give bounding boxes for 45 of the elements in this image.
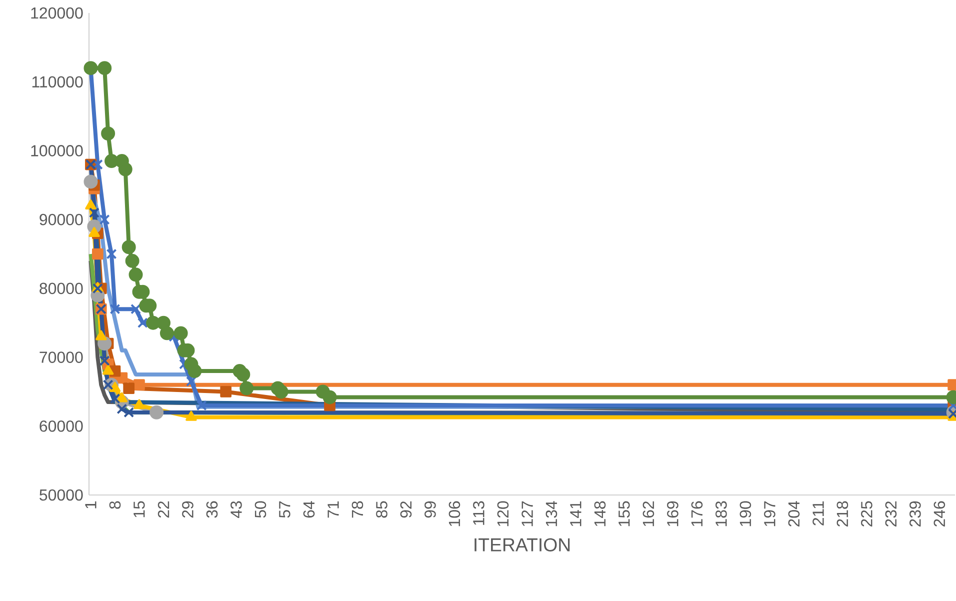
x-tick-label: 225 — [861, 501, 872, 526]
x-tick-label: 57 — [279, 501, 290, 518]
y-tick-label: 120000 — [31, 7, 83, 19]
x-tick-label: 120 — [497, 501, 509, 526]
x-tick-label: 218 — [836, 501, 848, 526]
x-tick-label: 36 — [206, 501, 218, 518]
y-tick-label: 70000 — [40, 352, 83, 363]
x-tick-label: 71 — [328, 501, 339, 518]
x-tick-label: 22 — [158, 501, 170, 518]
x-tick-label: 204 — [788, 501, 800, 526]
x-tick-label: 78 — [352, 501, 364, 518]
x-tick-label: 183 — [716, 501, 727, 526]
x-tick-label: 162 — [642, 501, 654, 526]
x-tick-label: 1 — [85, 501, 96, 508]
x-tick-label: 85 — [376, 501, 388, 518]
x-tick-label: 148 — [594, 501, 606, 526]
x-tick-label: 29 — [182, 501, 194, 518]
x-tick-label: 246 — [934, 501, 946, 526]
x-tick-label: 197 — [764, 501, 776, 526]
y-tick-label: 60000 — [40, 420, 83, 432]
x-tick-label: 43 — [230, 501, 242, 518]
y-tick-label: 90000 — [40, 214, 83, 226]
x-tick-label: 113 — [473, 501, 484, 525]
x-tick-label: 64 — [303, 501, 315, 518]
y-tick-label: 50000 — [40, 489, 83, 501]
y-tick-label: 80000 — [40, 282, 83, 294]
x-tick-label: 232 — [885, 501, 897, 526]
x-tick-label: 15 — [134, 501, 145, 518]
x-tick-label: 211 — [812, 501, 824, 526]
x-tick-label: 169 — [667, 501, 678, 526]
y-tick-label: 110000 — [32, 76, 83, 88]
x-tick-label: 8 — [109, 501, 121, 509]
x-tick-label: 92 — [400, 501, 412, 518]
x-tick-label: 50 — [254, 501, 266, 518]
x-axis-title: ITERATION — [474, 538, 570, 552]
x-tick-label: 141 — [570, 501, 582, 526]
x-tick-label: 239 — [910, 501, 921, 526]
x-tick-label: 176 — [691, 501, 703, 526]
x-tick-label: 155 — [618, 501, 630, 526]
x-tick-label: 134 — [546, 501, 558, 526]
x-tick-label: 127 — [522, 501, 533, 526]
x-tick-label: 99 — [424, 501, 436, 518]
x-tick-label: 106 — [448, 501, 460, 526]
x-tick-label: 190 — [740, 501, 752, 526]
y-tick-label: 100000 — [31, 145, 83, 156]
